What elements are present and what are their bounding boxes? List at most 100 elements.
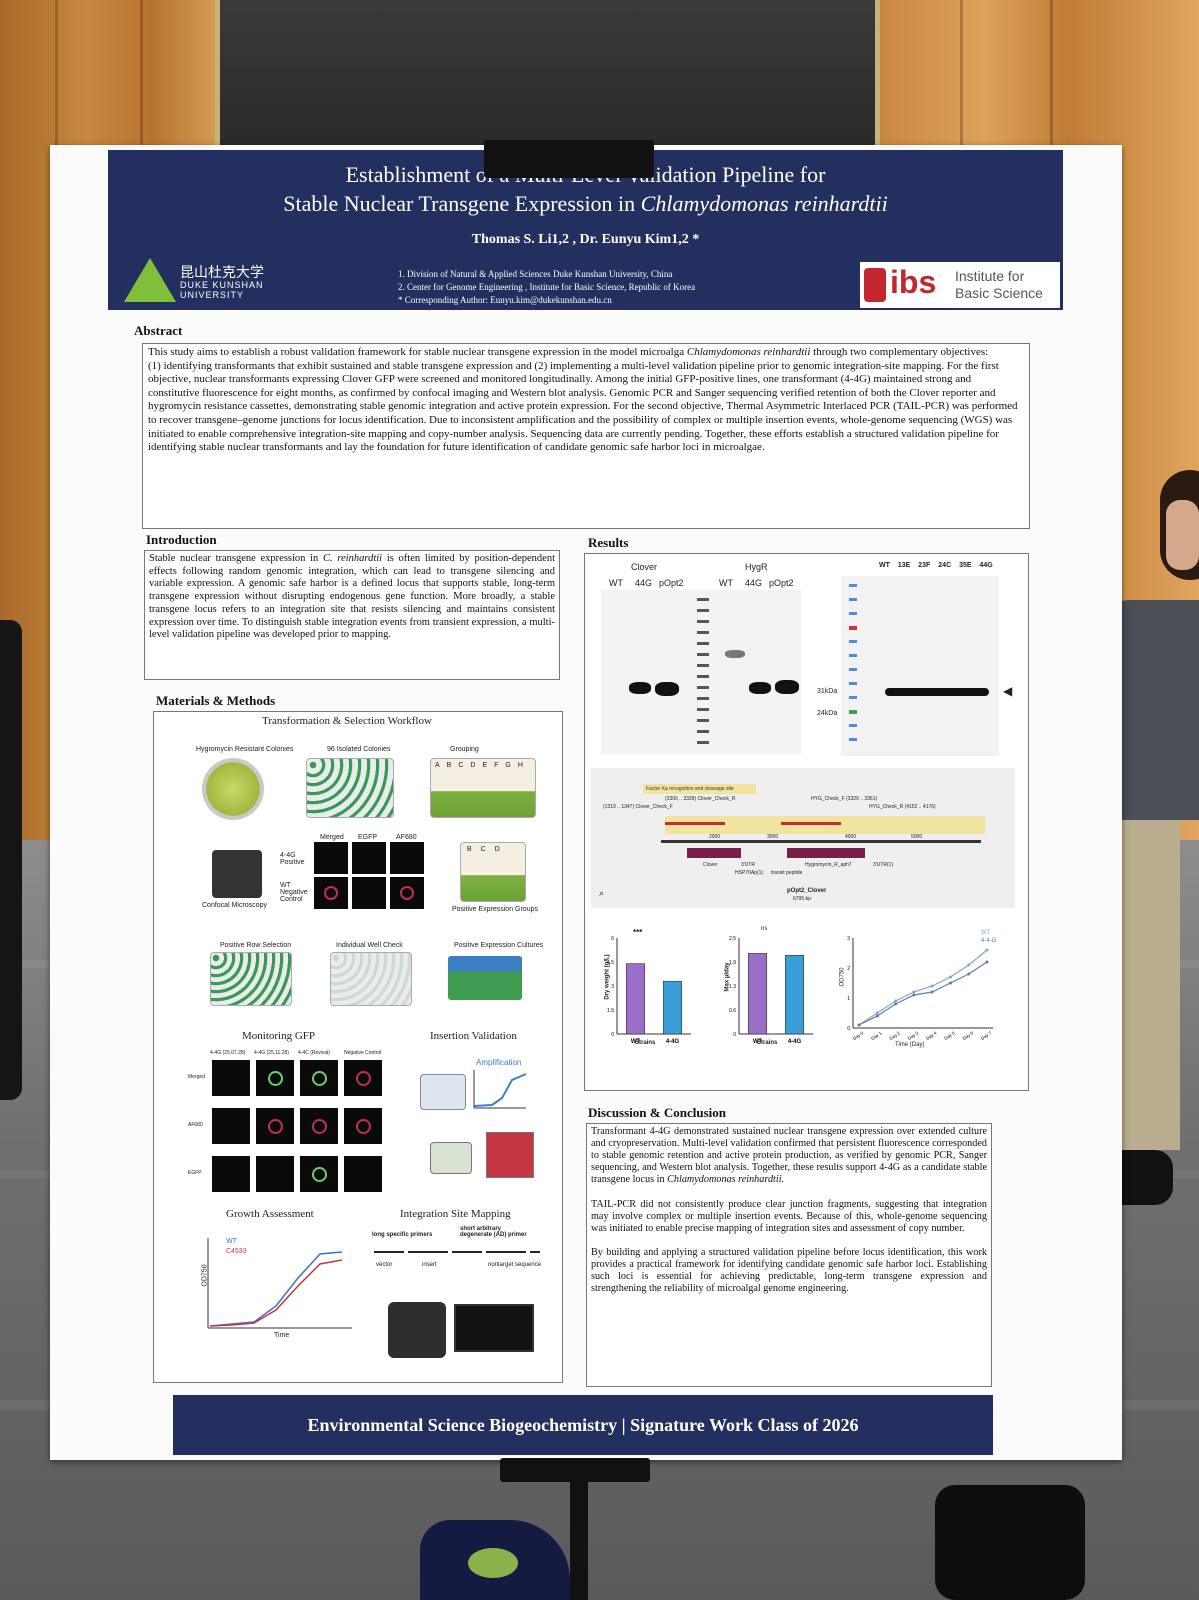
growth-series-wt — [209, 1251, 343, 1327]
line-legend-44g: 4-4-G — [981, 938, 997, 944]
amplification-label: Amplification — [476, 1058, 522, 1067]
group-letter: B — [446, 762, 459, 769]
plate-label-3: Grouping — [450, 746, 479, 753]
line-xlabel: Time (Day) — [895, 1042, 925, 1048]
map-feature-label: HSP70Ap(1) — [735, 870, 764, 876]
data-point — [857, 1023, 861, 1027]
gfp-image — [344, 1060, 382, 1096]
results-heading: Results — [588, 535, 629, 550]
dku-logo-mark — [124, 258, 176, 302]
search-icon[interactable]: ⌕ — [599, 888, 605, 898]
gel-band — [725, 650, 745, 658]
y-tick-label: 1 — [847, 996, 850, 1002]
gel-label-clover: Clover — [631, 562, 658, 572]
lane-label: 44G — [635, 578, 653, 588]
culture-tubes — [448, 956, 522, 1000]
map-primer: HYG_Check_R (4152 .. 4176) — [869, 804, 936, 810]
series-line — [858, 961, 988, 1026]
discussion-p3: By building and applying a structured va… — [591, 1246, 987, 1295]
primer-line — [781, 822, 841, 825]
group-letters: ABCDEFGH — [435, 762, 530, 769]
amplification-curve — [473, 1070, 527, 1109]
y-tick-label: 0 — [611, 1032, 614, 1038]
group-letter: D — [470, 762, 483, 769]
poster-footer: Environmental Science Biogeochemistry | … — [173, 1395, 993, 1455]
gfp-image — [256, 1108, 294, 1144]
dry-weight-chart: WT 4-4G 0 1.5 3 4.5 6 — [607, 936, 691, 1045]
gfp-image — [212, 1060, 250, 1096]
wb-lane: 35E — [959, 562, 972, 569]
positive-groups: BCD — [460, 842, 526, 902]
mapping-label: short arbitrary degenerate (AD) primer — [460, 1226, 527, 1238]
abstract-species: Chlamydomonas reinhardtii — [686, 346, 811, 358]
wb-marker-31: 31kDa — [817, 688, 838, 695]
x-tick-label: Day 4 — [925, 1030, 938, 1041]
sequencer-machine — [388, 1302, 446, 1358]
map-feature-label: Hygromycin_R_aph7 — [805, 862, 852, 868]
workflow-title: Transformation & Selection Workflow — [262, 715, 432, 727]
easel-stand — [570, 1455, 588, 1600]
wb-lane: WT — [879, 562, 890, 569]
discussion-p1: Transformant 4-4G demonstrated sustained… — [591, 1126, 987, 1186]
ibs-logo-name-2: Basic Science — [955, 285, 1043, 301]
growth-rate-chart: WT 4-4G 0 0.6 1.3 1.9 2.5 — [729, 936, 813, 1045]
western-blot — [841, 576, 999, 756]
intro-text-rest: is often limited by position-dependent e… — [149, 553, 555, 641]
map-primer: (1319 .. 1347) Clover_Check_F — [603, 804, 673, 810]
ladder-green-band — [849, 710, 857, 714]
lane-label: pOpt2 — [659, 578, 684, 588]
line-legend-wt: WT — [981, 930, 991, 936]
methods-heading: Materials & Methods — [156, 693, 276, 708]
96-well-plate — [306, 758, 394, 818]
dku-logo-en-1: DUKE KUNSHAN — [180, 280, 264, 290]
bar2-ylabel: Max μ/day — [724, 962, 731, 992]
confocal-image — [390, 842, 424, 874]
backbone — [661, 840, 981, 843]
bar — [663, 980, 682, 1035]
gfp-image — [300, 1060, 338, 1096]
gel-band — [749, 682, 771, 694]
conf-row-label-2: WT Negative Control — [280, 882, 308, 903]
monitor-col: 4-4C (Revival) — [298, 1050, 330, 1056]
mapping-label: vector — [376, 1262, 393, 1268]
discussion-p2: TAIL-PCR did not consistently produce cl… — [591, 1198, 987, 1234]
gfp-image — [256, 1156, 294, 1192]
introduction-box: Stable nuclear transgene expression in C… — [144, 550, 560, 680]
ibs-logo-name-1: Institute for — [955, 268, 1025, 284]
data-point — [967, 972, 971, 976]
confocal-microscope — [212, 850, 262, 898]
confocal-image — [314, 877, 348, 909]
dku-logo: 昆山杜克大学 DUKE KUNSHAN UNIVERSITY — [124, 258, 284, 308]
line-ylabel: OD750 — [839, 967, 846, 987]
bar2-significance: ns — [761, 926, 768, 932]
map-position: 4000 — [845, 834, 857, 840]
positive-letter: B — [467, 846, 481, 853]
dku-logo-cn: 昆山杜克大学 — [180, 265, 264, 281]
results-box: Clover HygR WT 44G pOpt2 WT 44G pOpt2 WT… — [584, 553, 1029, 1091]
ibs-logo-name: Institute for Basic Science — [955, 268, 1043, 302]
map-name: pOpt2_Clover — [787, 888, 827, 894]
data-point — [875, 1011, 879, 1015]
conf-col-label: AF680 — [396, 834, 417, 841]
gfp-image — [256, 1060, 294, 1096]
gfp-image — [300, 1108, 338, 1144]
row-selection-plate — [210, 952, 292, 1006]
discussion-text: Transformant 4-4G demonstrated sustained… — [587, 1124, 991, 1297]
map-position: 5000 — [911, 834, 923, 840]
abstract-text: This study aims to establish a robust va… — [143, 344, 1029, 457]
dna-ladder — [697, 598, 709, 748]
growth-chart — [207, 1238, 352, 1329]
data-point — [894, 1002, 898, 1006]
introduction-text: Stable nuclear transgene expression in C… — [145, 551, 559, 644]
od-growth-chart: Day 0 Day 1 Day 2 Day 3 Day 4 Day 5 Day 6 Day 7… — [847, 936, 993, 1041]
group-letter: A — [435, 762, 447, 769]
petri-dish — [202, 758, 264, 820]
growth-series-c4533 — [209, 1259, 343, 1327]
projector-screen — [215, 0, 880, 150]
pcr-gel — [601, 590, 801, 754]
confocal-image — [352, 842, 386, 874]
abstract-heading: Abstract — [134, 323, 183, 338]
conf-col-label: Merged — [320, 834, 344, 841]
monitor-col: 4-4G (25.11.28) — [254, 1050, 289, 1056]
y-tick-label: 0 — [733, 1032, 736, 1038]
